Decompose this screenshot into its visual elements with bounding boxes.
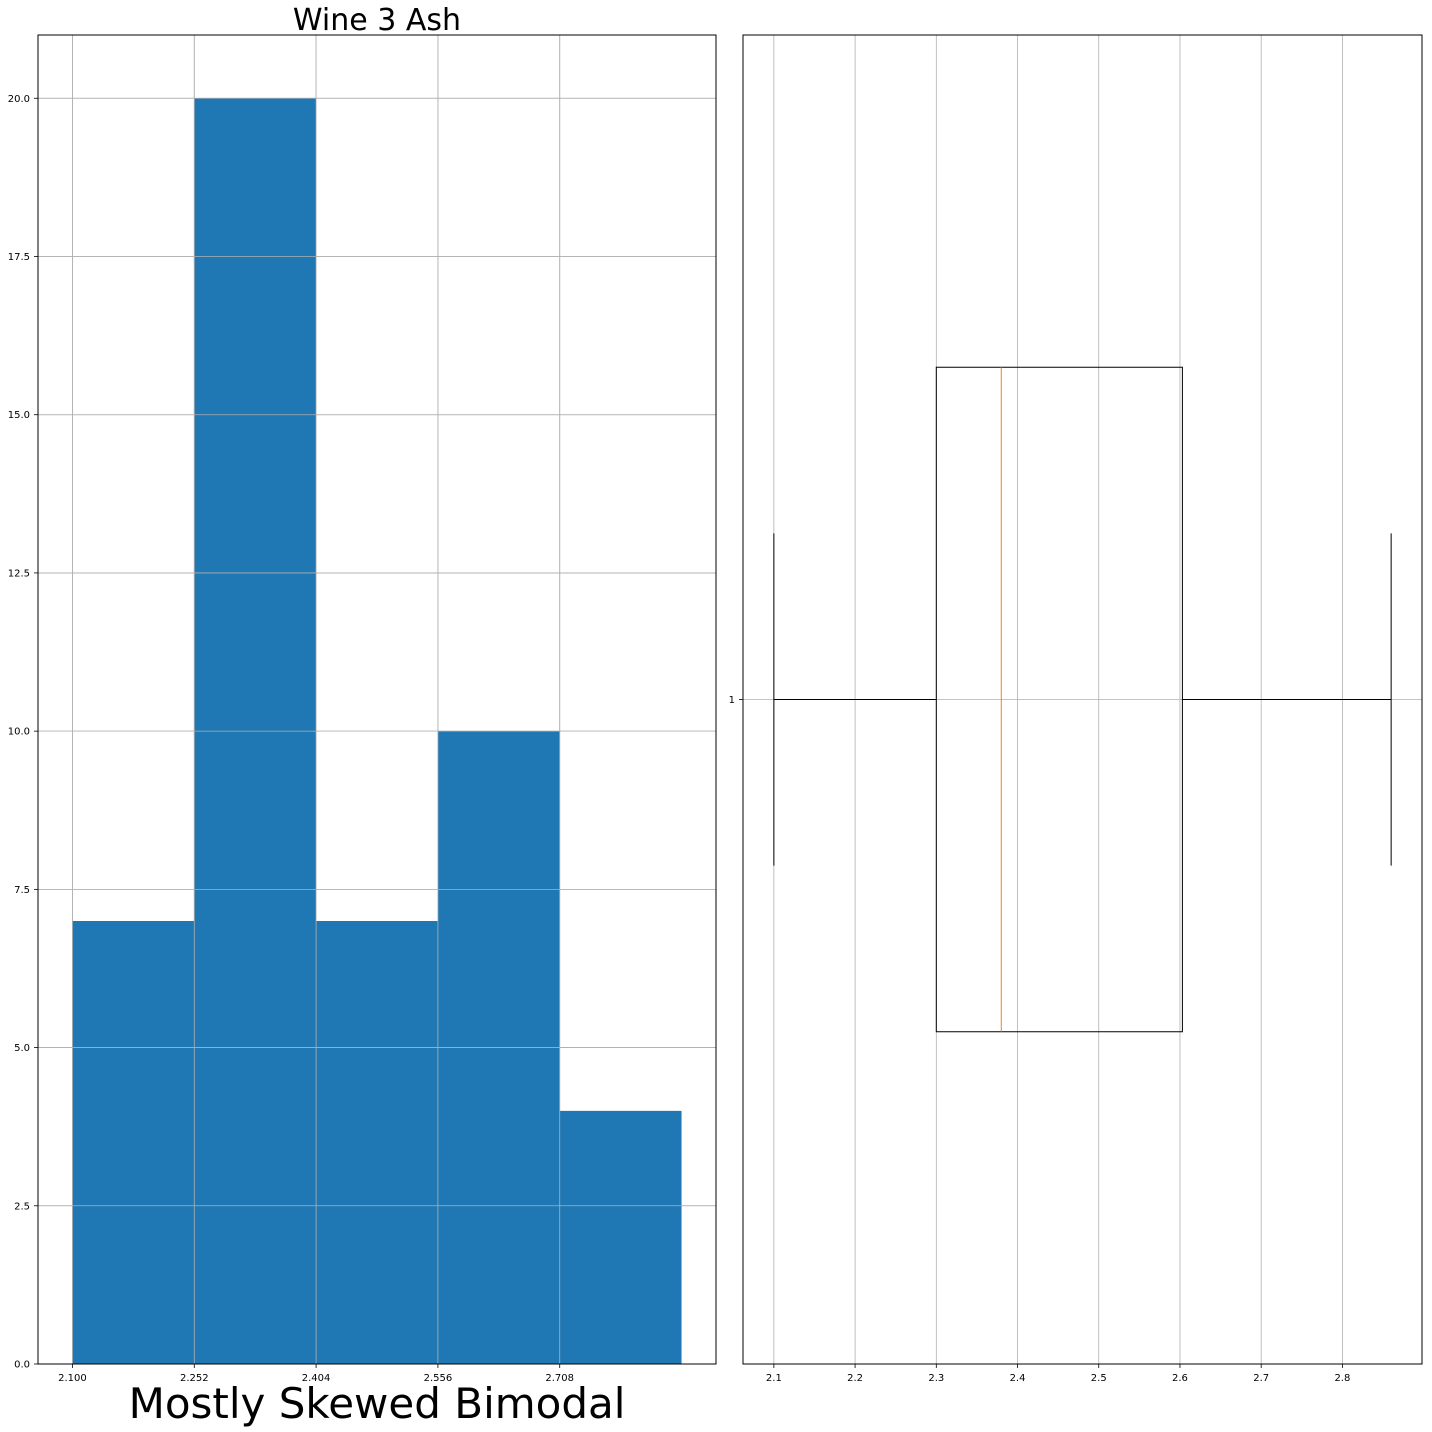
box-iqr: [935, 366, 1183, 1033]
x-tick-label: 2.6: [1172, 1373, 1188, 1384]
boxplot-marks: [773, 366, 1392, 1033]
x-tick-label: 2.100: [58, 1373, 87, 1384]
x-tick-label: 2.556: [424, 1373, 453, 1384]
y-tick-label: 12.5: [8, 568, 30, 579]
y-tick-label: 5.0: [14, 1043, 30, 1054]
x-tick-label: 2.8: [1334, 1373, 1350, 1384]
x-tick-label: 2.708: [545, 1373, 574, 1384]
x-tick-label: 2.3: [928, 1373, 944, 1384]
x-tick-label: 2.252: [180, 1373, 209, 1384]
y-tick-label: 0.0: [14, 1360, 30, 1371]
x-tick-label: 2.5: [1091, 1373, 1107, 1384]
x-tick-label: 2.404: [302, 1373, 331, 1384]
histogram-bar: [316, 921, 438, 1364]
histogram-gridlines-overlay: [38, 35, 716, 1365]
histogram-ticks: 0.0 2.5 5.0 7.5 10.0 12.5 15.0 17.5 20.0 2.100 2.2…: [8, 94, 574, 1384]
histogram-frame: [37, 34, 717, 1365]
y-tick-label: 17.5: [8, 252, 30, 263]
histogram-bar: [559, 1110, 682, 1364]
chart-title: Wine 3 Ash: [293, 3, 461, 38]
boxplot-ticks: 2.1 2.2 2.3 2.4 2.5 2.6 2.7 2.8 1: [729, 695, 1351, 1384]
x-tick-label: 2.1: [766, 1373, 782, 1384]
boxplot-panel: 2.1 2.2 2.3 2.4 2.5 2.6 2.7 2.8 1: [729, 34, 1423, 1384]
histogram-bar: [72, 921, 195, 1364]
y-tick-label: 1: [729, 695, 735, 706]
y-tick-label: 2.5: [14, 1201, 30, 1212]
x-tick-label: 2.7: [1253, 1373, 1269, 1384]
y-tick-label: 20.0: [8, 94, 30, 105]
x-axis-label: Mostly Skewed Bimodal: [129, 1379, 626, 1428]
y-tick-label: 10.0: [8, 727, 30, 738]
x-tick-label: 2.2: [847, 1373, 863, 1384]
y-tick-label: 7.5: [14, 885, 30, 896]
y-tick-label: 15.0: [8, 410, 30, 421]
x-tick-label: 2.4: [1010, 1373, 1026, 1384]
histogram-panel: 0.0 2.5 5.0 7.5 10.0 12.5 15.0 17.5 20.0 2.100 2.2…: [8, 3, 717, 1428]
